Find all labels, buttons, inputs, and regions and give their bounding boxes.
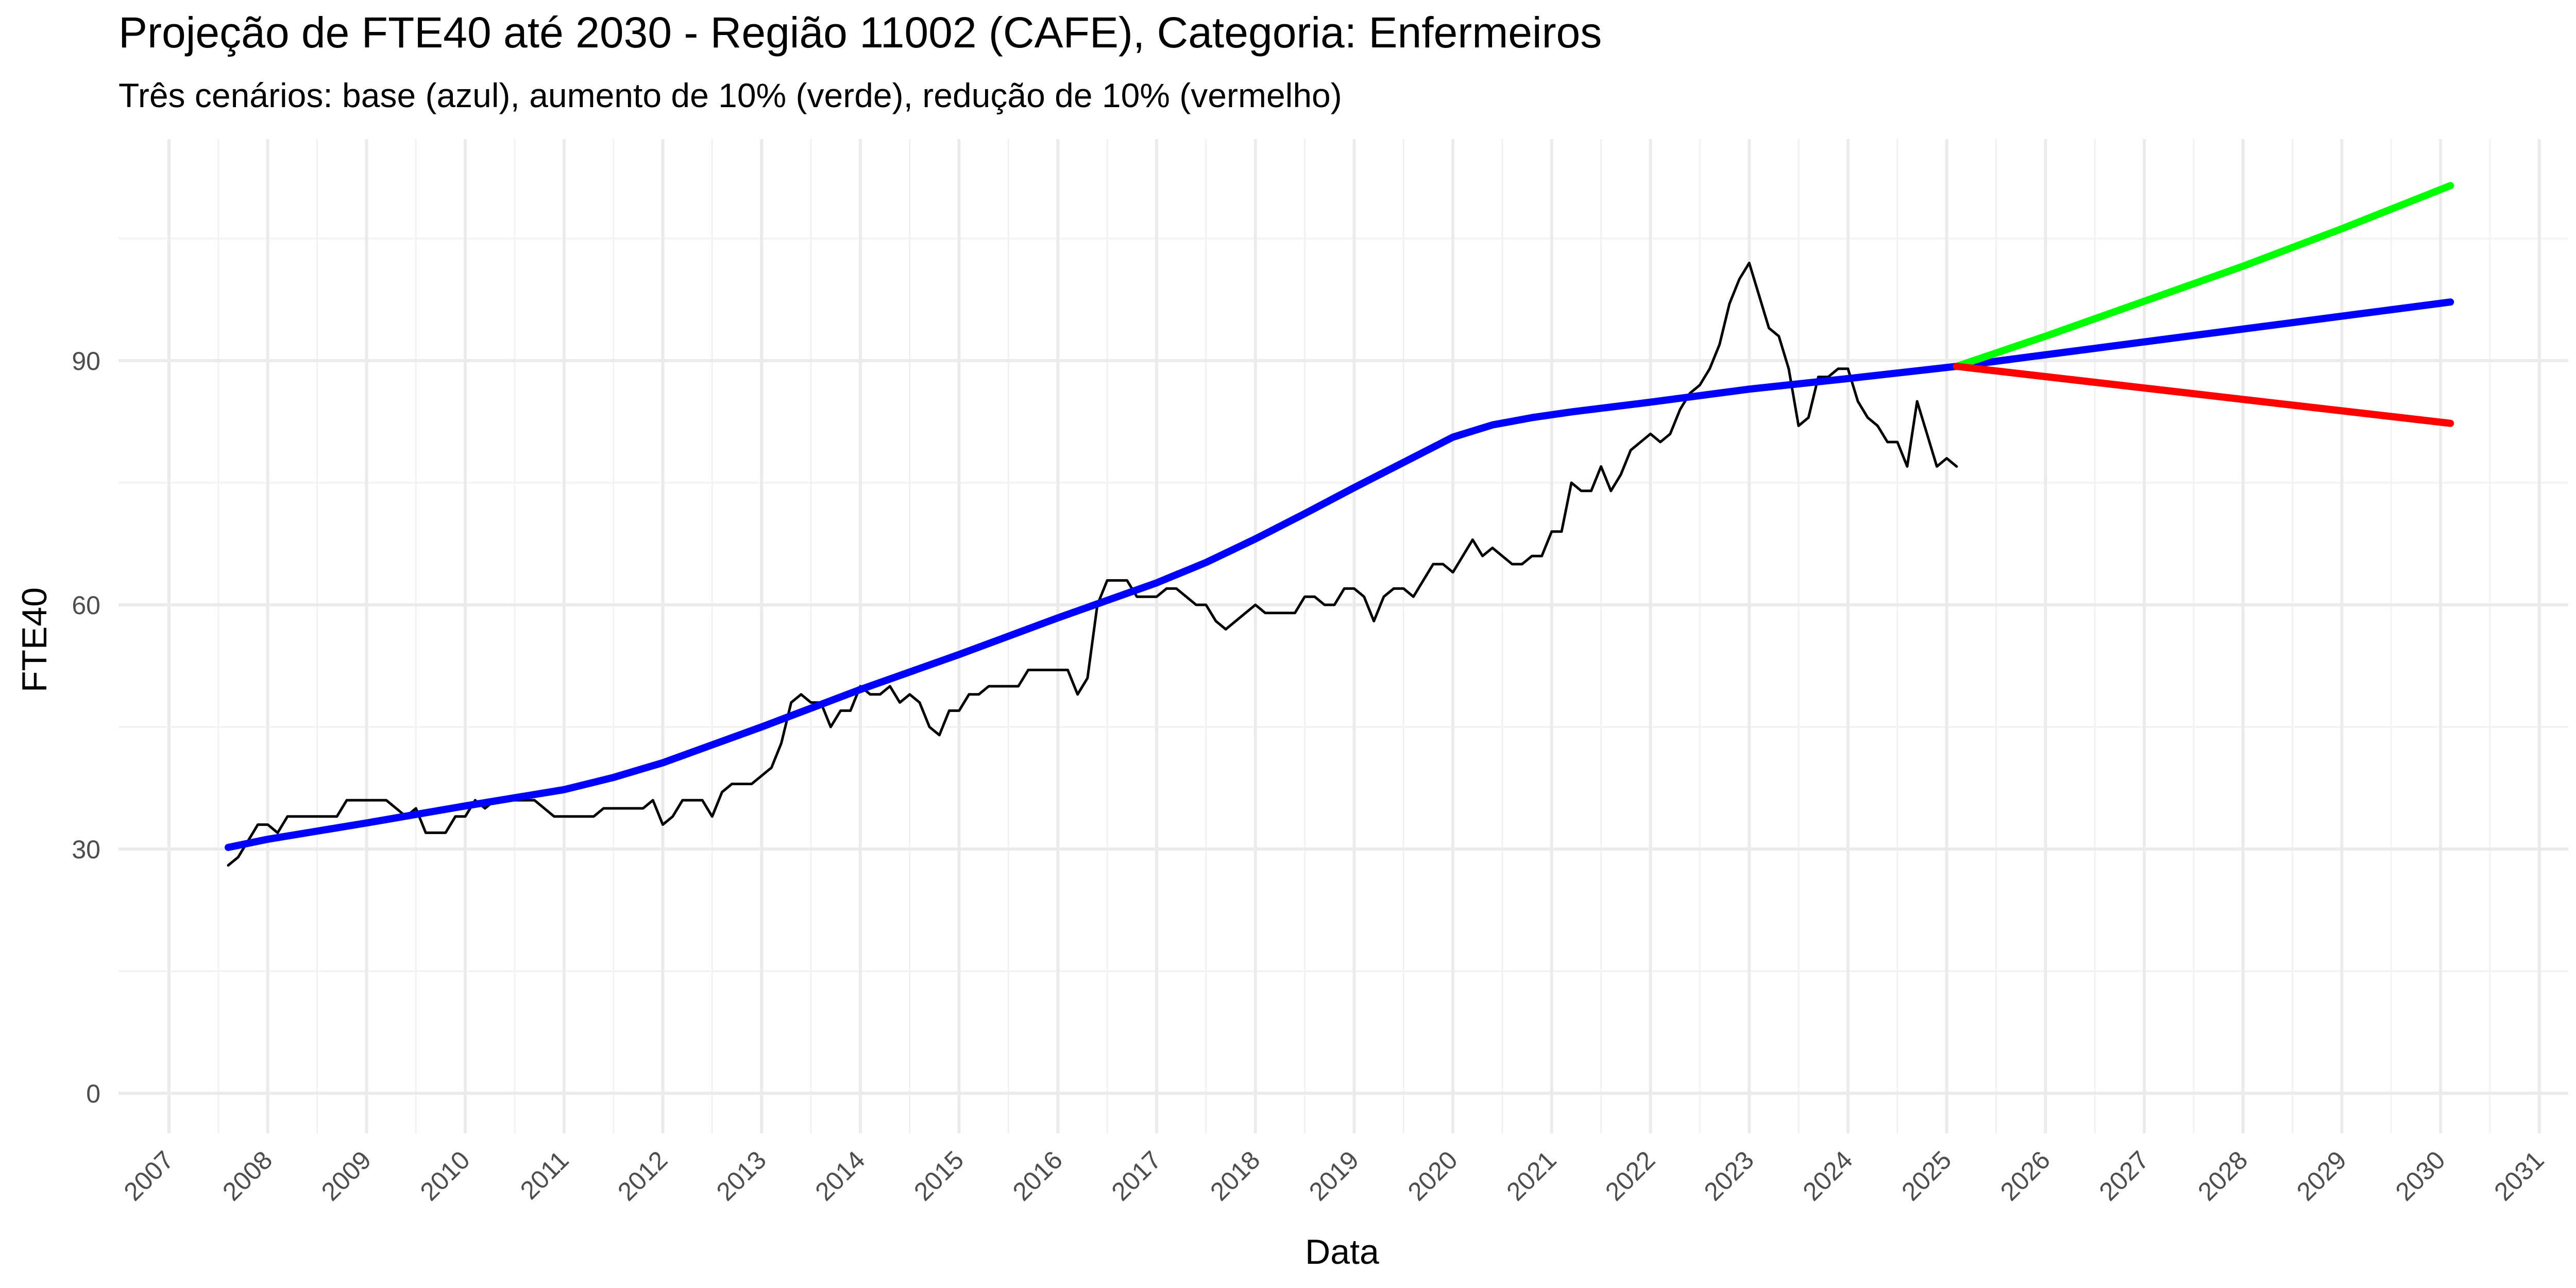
chart-title: Projeção de FTE40 até 2030 - Região 1100… [118,8,1602,57]
y-tick-label: 90 [72,347,100,376]
chart-subtitle: Três cenários: base (azul), aumento de 1… [118,76,1342,114]
major-gridlines [118,139,2568,1133]
minor-gridlines [118,139,2568,1133]
y-tick-label: 0 [86,1079,100,1108]
series-layer [225,182,2454,867]
series-line-4 [1953,182,2454,370]
series-line-2 [225,363,1960,851]
y-tick-label: 30 [72,835,100,864]
y-axis-title: FTE40 [15,587,54,692]
x-axis-title: Data [1305,1232,1379,1272]
series-line-5 [1953,363,2454,427]
y-tick-label: 60 [72,591,100,620]
series-line-3 [1953,298,2454,370]
y-axis-ticks: 0 30 60 90 [72,347,100,1108]
